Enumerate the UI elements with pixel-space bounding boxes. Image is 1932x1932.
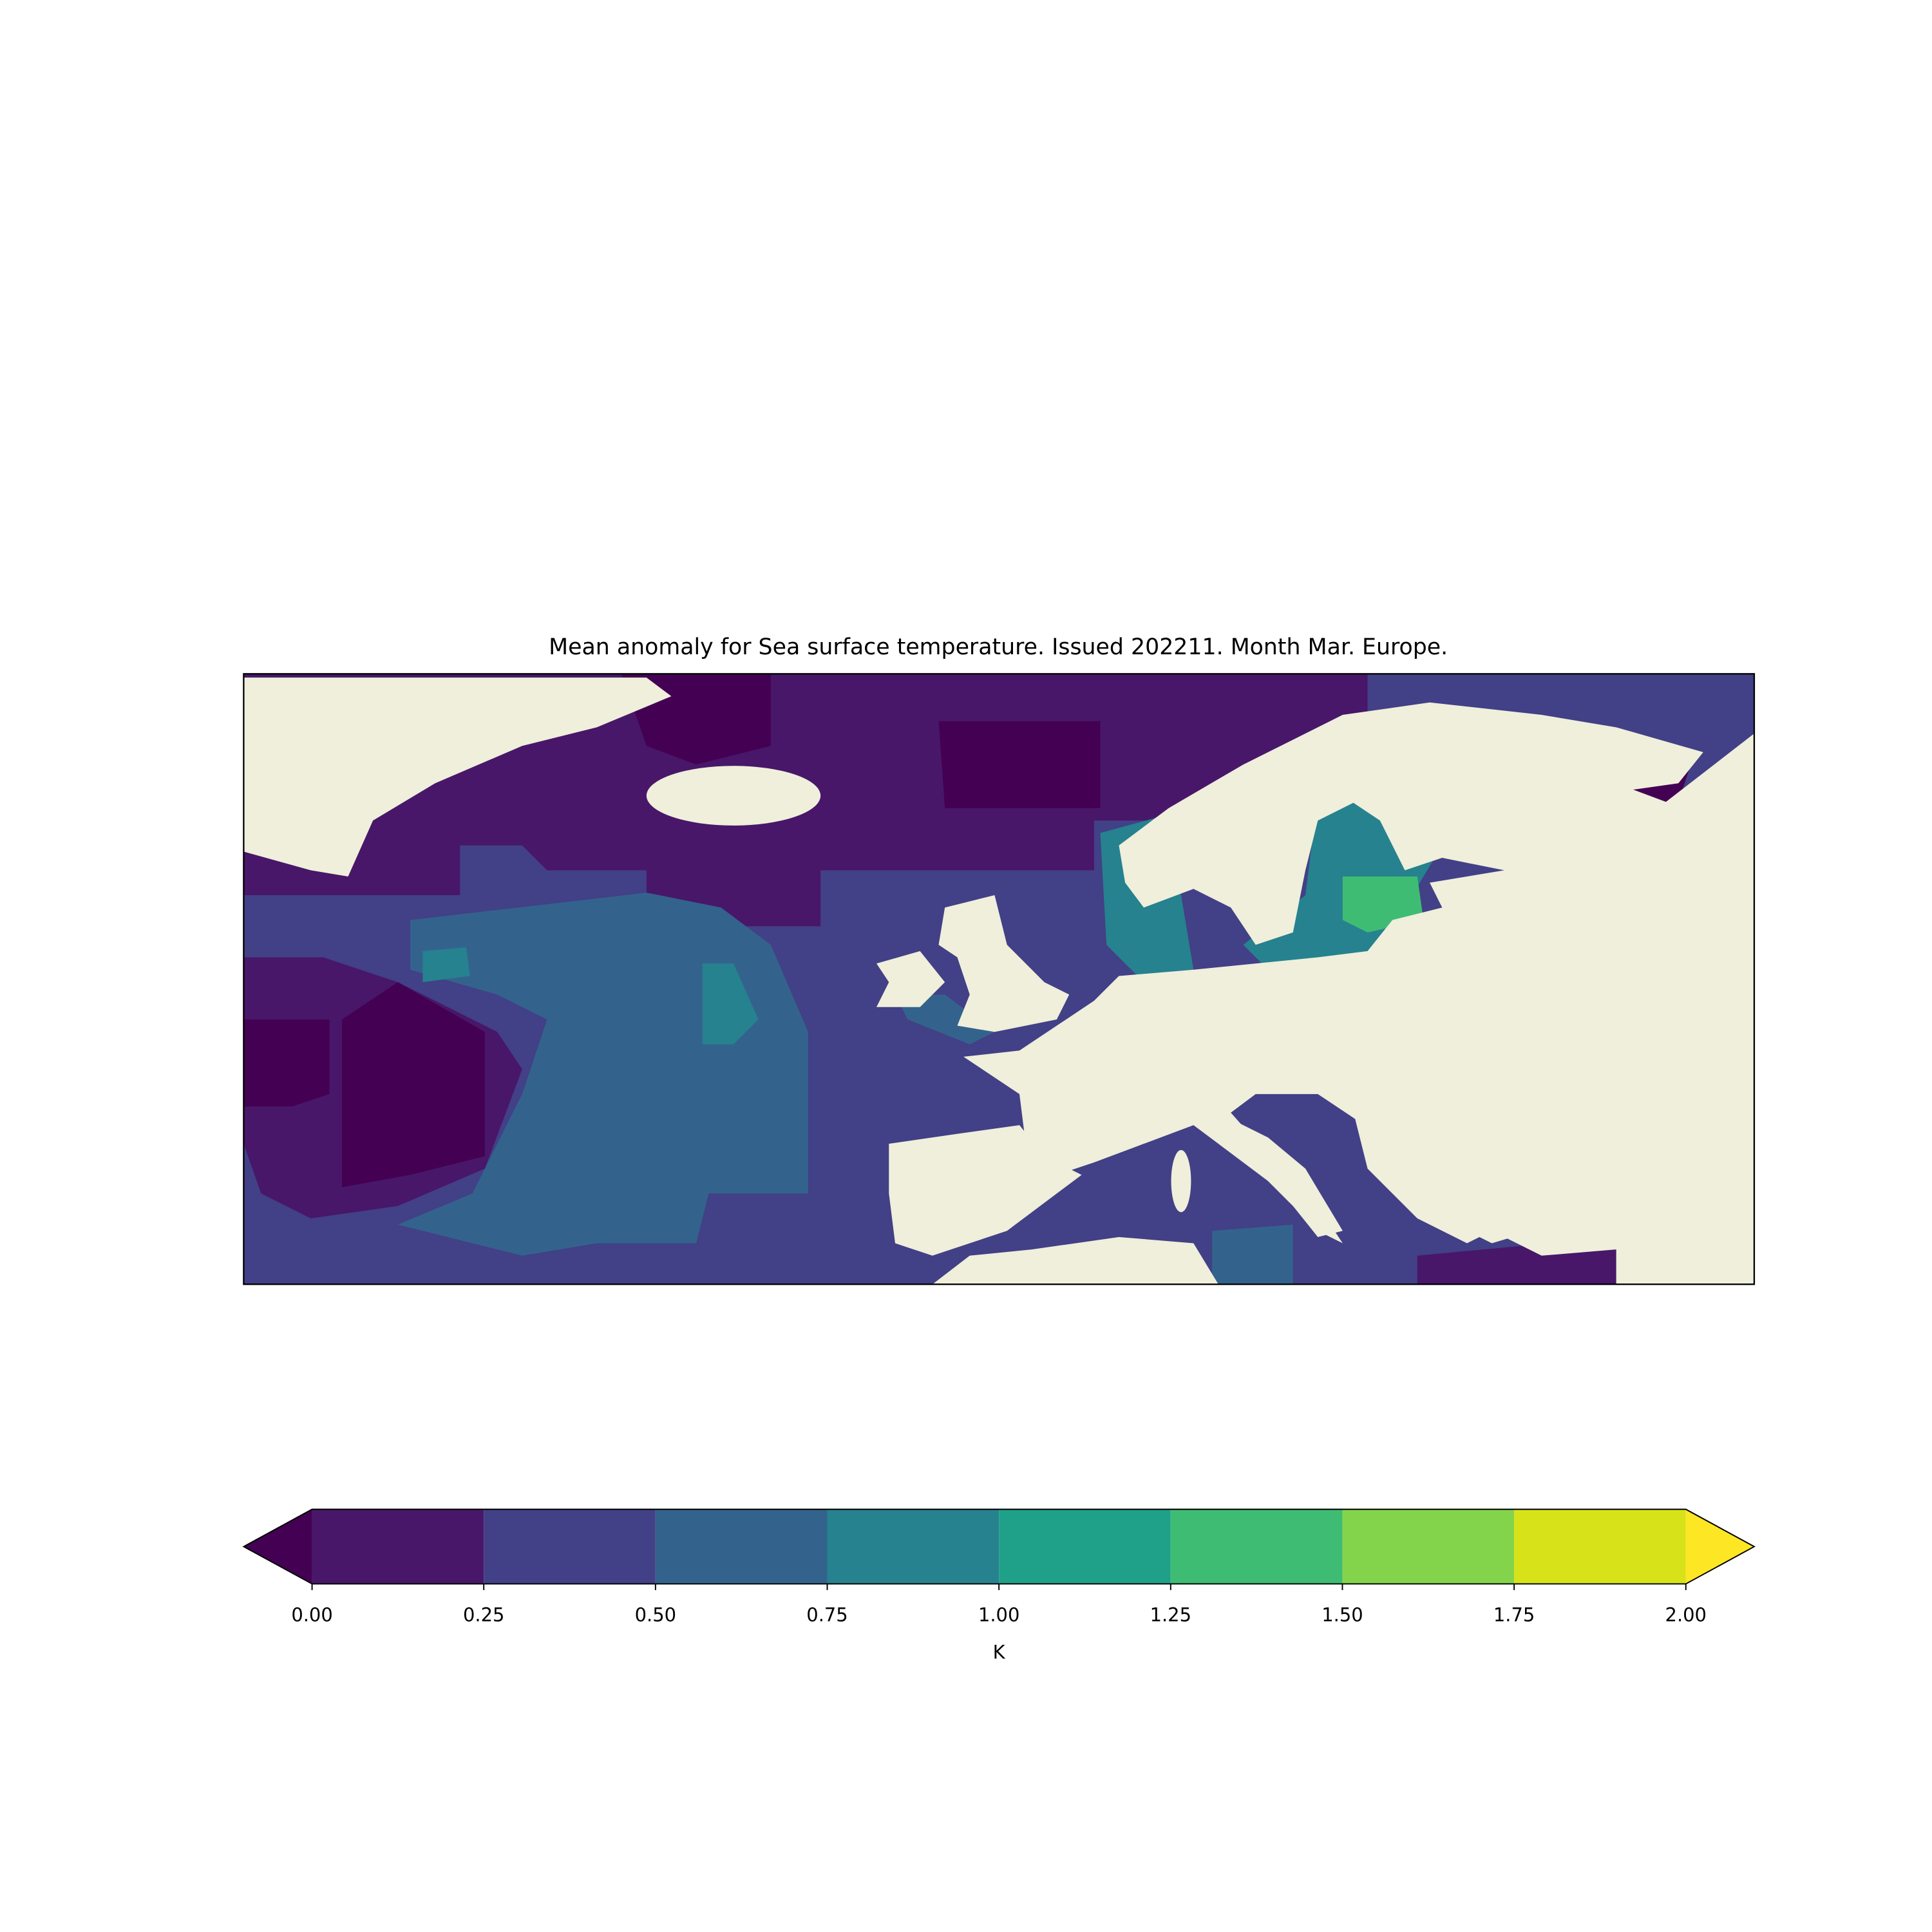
colorbar-tick-label: 0.75 — [806, 1604, 848, 1626]
contour-region — [702, 963, 759, 1045]
land — [1171, 1150, 1191, 1213]
colorbar: 0.00 0.25 0.50 0.75 1.00 1.25 1.50 1.75 2.00 K — [242, 1508, 1756, 1663]
colorbar-segment — [827, 1509, 999, 1584]
colorbar-segment — [1170, 1509, 1343, 1584]
land — [932, 1236, 1218, 1285]
colorbar-segment — [484, 1509, 656, 1584]
colorbar-tick-label: 1.50 — [1321, 1604, 1363, 1626]
land — [963, 733, 1754, 1285]
contour-region — [1212, 1224, 1293, 1285]
colorbar-segment — [1342, 1509, 1515, 1584]
colorbar-extension — [1685, 1509, 1754, 1584]
land — [938, 895, 1070, 1032]
land — [876, 951, 945, 1007]
colorbar-segment — [312, 1509, 484, 1584]
land — [243, 677, 672, 877]
contour-region — [938, 721, 1101, 808]
colorbar-extension — [243, 1509, 312, 1584]
colorbar-tick-label: 2.00 — [1665, 1604, 1707, 1626]
colorbar-tick-label: 0.25 — [463, 1604, 504, 1626]
land — [889, 1125, 1082, 1256]
colorbar-tick-label: 0.00 — [291, 1604, 332, 1626]
colorbar-segment — [999, 1509, 1171, 1584]
colorbar-segment — [1514, 1509, 1686, 1584]
map — [243, 674, 1754, 1285]
colorbar-label: K — [993, 1642, 1006, 1663]
map-title: Mean anomaly for Sea surface temperature… — [549, 634, 1448, 660]
map-frame — [243, 673, 1756, 1285]
colorbar-tick-label: 1.00 — [978, 1604, 1019, 1626]
colorbar-tick-label: 1.25 — [1150, 1604, 1191, 1626]
land — [1466, 1156, 1703, 1244]
contour-region — [422, 947, 470, 983]
contour-region — [243, 1019, 330, 1107]
contour-region — [341, 982, 485, 1188]
colorbar-tick-label: 0.50 — [635, 1604, 676, 1626]
colorbar-tick-label: 1.75 — [1493, 1604, 1535, 1626]
land — [646, 766, 821, 826]
land — [1231, 1119, 1343, 1237]
colorbar-segment — [655, 1509, 828, 1584]
